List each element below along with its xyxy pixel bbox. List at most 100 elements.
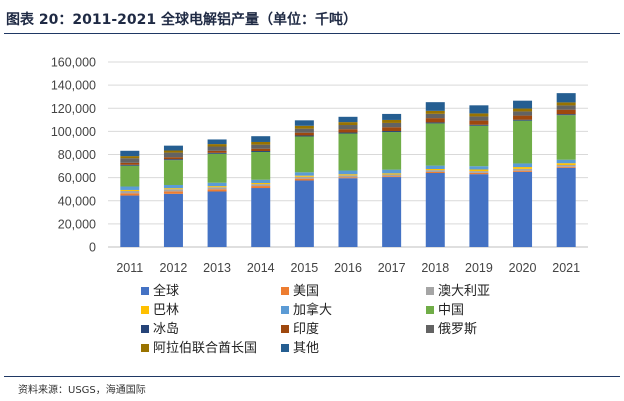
bar-segment xyxy=(338,116,358,123)
bar-segment xyxy=(338,132,358,134)
bar-segment xyxy=(120,158,140,163)
bar-segment xyxy=(513,167,533,169)
bar-segment xyxy=(207,186,227,188)
bar-segment xyxy=(251,179,271,184)
legend-label: 中国 xyxy=(438,303,464,318)
bar-segment xyxy=(338,129,358,133)
bar-segment xyxy=(207,150,227,153)
bar-segment xyxy=(251,183,271,185)
bar-segment xyxy=(513,100,533,109)
legend-label: 澳大利亚 xyxy=(438,283,490,299)
figure-title: 图表 20：2011-2021 全球电解铝产量（单位：千吨） xyxy=(6,12,357,28)
bar-segment xyxy=(382,113,402,120)
x-axis-ticks: 2011 2012 2013 2014 2015 2016 2017 2018 2019 2020… xyxy=(116,261,580,275)
bar-segment xyxy=(513,111,533,116)
bar-segment xyxy=(207,189,227,192)
bar-segment xyxy=(163,160,183,185)
bar-segment xyxy=(251,188,271,247)
bar-segment xyxy=(513,108,533,112)
bar-segment xyxy=(163,188,183,190)
bar-segment xyxy=(382,119,402,123)
legend-swatch xyxy=(426,287,434,295)
bar-segment xyxy=(120,156,140,159)
legend-swatch xyxy=(141,344,149,352)
x-tick-label: 2020 xyxy=(509,261,537,275)
bar-segment xyxy=(251,150,271,152)
bar-segment xyxy=(513,163,533,168)
y-tick-label: 0 xyxy=(89,241,96,255)
bar-segment xyxy=(425,165,445,169)
bar-segment xyxy=(120,164,140,166)
bar-segment xyxy=(338,122,358,126)
bar-segment xyxy=(294,180,314,247)
legend-label: 巴林 xyxy=(153,303,179,318)
bars xyxy=(120,93,576,247)
bar-segment xyxy=(294,128,314,133)
y-tick-label: 80,000 xyxy=(58,148,96,162)
y-tick-label: 20,000 xyxy=(58,217,96,231)
legend-label: 俄罗斯 xyxy=(438,322,477,337)
y-tick-label: 40,000 xyxy=(58,194,96,208)
bar-segment xyxy=(294,172,314,176)
bar-segment xyxy=(338,125,358,130)
bar-segment xyxy=(382,127,402,132)
bar-segment xyxy=(294,175,314,177)
x-tick-label: 2018 xyxy=(421,261,449,275)
bar-segment xyxy=(338,170,358,175)
bar-segment xyxy=(338,178,358,247)
bar-segment xyxy=(163,193,183,247)
bar-segment xyxy=(556,105,576,110)
bar-segment xyxy=(556,114,576,116)
x-tick-label: 2019 xyxy=(465,261,493,275)
bar-segment xyxy=(338,133,358,171)
bar-segment xyxy=(556,102,576,106)
x-tick-label: 2015 xyxy=(290,261,318,275)
bar-segment xyxy=(207,153,227,183)
bar-segment xyxy=(425,102,445,111)
legend-swatch xyxy=(281,325,289,333)
bar-segment xyxy=(120,190,140,194)
x-tick-label: 2011 xyxy=(116,261,143,275)
bar-segment xyxy=(425,110,445,114)
bar-segment xyxy=(338,174,358,176)
bar-segment xyxy=(469,174,489,247)
bar-segment xyxy=(382,169,402,174)
legend-swatch xyxy=(281,306,289,314)
bar-segment xyxy=(251,136,271,142)
bar-segment xyxy=(207,187,227,190)
bar-segment xyxy=(120,162,140,165)
bar-segment xyxy=(425,118,445,123)
bar-segment xyxy=(251,184,271,187)
bar-segment xyxy=(294,178,314,181)
bar-segment xyxy=(556,163,576,165)
bar-segment xyxy=(120,195,140,247)
bar-segment xyxy=(251,141,271,145)
bar-segment xyxy=(251,148,271,151)
bar-segment xyxy=(425,173,445,247)
bar-segment xyxy=(120,150,140,157)
bar-segment xyxy=(513,170,533,172)
bar-segment xyxy=(382,174,402,177)
y-tick-label: 160,000 xyxy=(51,56,96,70)
y-axis-ticks: 0 20,000 40,000 60,000 80,000 100,000 120,000 1… xyxy=(51,56,96,255)
bar-segment xyxy=(163,191,183,194)
bar-segment xyxy=(120,165,140,187)
bar-segment xyxy=(382,131,402,133)
x-tick-label: 2013 xyxy=(203,261,231,275)
bar-segment xyxy=(425,122,445,124)
bar-segment xyxy=(469,105,489,114)
y-tick-label: 60,000 xyxy=(58,171,96,185)
x-tick-label: 2021 xyxy=(552,261,580,275)
bar-segment xyxy=(163,150,183,153)
bar-segment xyxy=(556,93,576,103)
legend-label: 冰岛 xyxy=(153,321,179,337)
y-tick-label: 140,000 xyxy=(51,79,96,93)
bar-segment xyxy=(294,125,314,129)
legend-label: 阿拉伯联合酋长国 xyxy=(153,340,257,356)
bar-segment xyxy=(207,152,227,154)
x-tick-label: 2014 xyxy=(247,261,275,275)
bar-segment xyxy=(513,120,533,164)
bar-segment xyxy=(513,115,533,120)
legend-swatch xyxy=(141,306,149,314)
